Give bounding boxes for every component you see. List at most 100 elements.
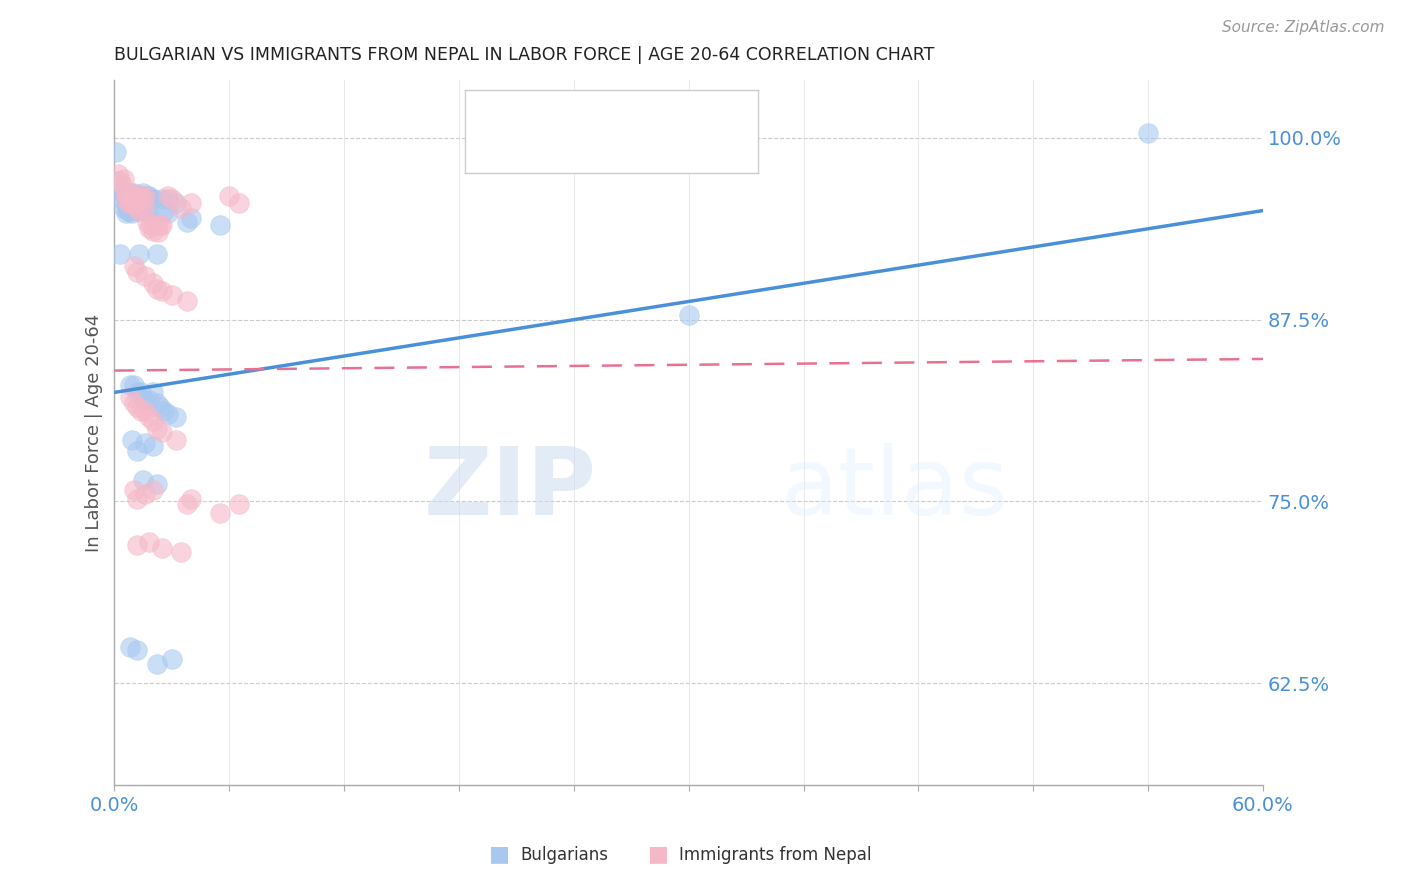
Point [150, 284, 173, 298]
Text: ■: ■ [479, 141, 498, 160]
Point [122, 194, 145, 208]
Point [132, 196, 155, 211]
Point [136, 203, 159, 218]
Point [127, 443, 149, 458]
Point [208, 218, 231, 232]
Point [115, 206, 138, 220]
Point [118, 186, 141, 201]
Point [132, 192, 155, 206]
Point [142, 277, 165, 291]
Point [142, 224, 165, 238]
Point [134, 189, 156, 203]
Point [128, 203, 150, 218]
Point [150, 192, 173, 206]
Point [118, 192, 141, 206]
Point [138, 221, 160, 235]
Point [218, 189, 240, 203]
Point [132, 473, 155, 487]
Point [134, 404, 156, 418]
Point [128, 192, 150, 206]
Point [149, 218, 172, 232]
Point [127, 189, 149, 203]
Text: Bulgarians: Bulgarians [520, 846, 609, 863]
Point [112, 201, 135, 215]
Text: 78: 78 [610, 99, 636, 117]
Point [134, 487, 156, 501]
Point [153, 404, 176, 418]
Point [145, 477, 167, 491]
Point [122, 259, 145, 273]
Point [139, 218, 162, 232]
Point [117, 189, 139, 203]
Text: ■: ■ [489, 845, 509, 864]
Point [115, 196, 138, 211]
Point [118, 203, 141, 218]
Point [138, 392, 160, 407]
Point [124, 196, 146, 211]
Point [156, 206, 179, 220]
Point [138, 410, 160, 425]
Point [127, 538, 149, 552]
Point [122, 378, 145, 392]
Point [108, 174, 131, 188]
Point [118, 186, 141, 201]
Point [134, 201, 156, 215]
Text: Source: ZipAtlas.com: Source: ZipAtlas.com [1222, 20, 1385, 35]
Text: ZIP: ZIP [425, 442, 596, 535]
Point [124, 189, 146, 203]
Point [160, 288, 183, 302]
Point [124, 189, 146, 203]
Point [117, 203, 139, 218]
Point [208, 506, 231, 520]
Text: ■: ■ [648, 845, 668, 864]
Point [180, 491, 202, 506]
Point [122, 483, 145, 497]
Point [136, 215, 159, 229]
Point [127, 265, 149, 279]
Point [153, 203, 176, 218]
Point [115, 192, 138, 206]
Point [127, 643, 149, 657]
Point [160, 651, 183, 665]
Point [142, 483, 165, 497]
Point [129, 385, 152, 400]
Point [160, 192, 183, 206]
Text: 72: 72 [610, 141, 636, 159]
Point [138, 206, 160, 220]
Point [105, 145, 128, 160]
Point [165, 196, 187, 211]
Point [180, 196, 202, 211]
Point [132, 186, 155, 201]
Text: 0.021: 0.021 [527, 141, 585, 159]
Point [134, 268, 156, 283]
Point [124, 196, 146, 211]
Point [145, 395, 167, 409]
Text: ■: ■ [479, 98, 498, 118]
Point [118, 640, 141, 654]
Point [170, 201, 193, 215]
Point [117, 196, 139, 211]
Point [122, 201, 145, 215]
Point [150, 218, 173, 232]
Point [118, 378, 141, 392]
Point [180, 211, 202, 225]
Point [149, 400, 172, 414]
Text: 0.255: 0.255 [527, 99, 585, 117]
Point [107, 167, 129, 181]
Point [127, 201, 149, 215]
Point [121, 196, 143, 211]
Point [122, 186, 145, 201]
Point [156, 192, 179, 206]
Point [121, 196, 143, 211]
Point [127, 385, 149, 400]
Point [228, 196, 250, 211]
Text: N =: N = [582, 99, 621, 117]
Point [122, 395, 145, 409]
Point [129, 404, 152, 418]
Text: BULGARIAN VS IMMIGRANTS FROM NEPAL IN LABOR FORCE | AGE 20-64 CORRELATION CHART: BULGARIAN VS IMMIGRANTS FROM NEPAL IN LA… [114, 46, 935, 64]
Point [112, 189, 135, 203]
Point [142, 385, 165, 400]
Point [117, 196, 139, 211]
Point [121, 189, 143, 203]
Point [127, 400, 149, 414]
